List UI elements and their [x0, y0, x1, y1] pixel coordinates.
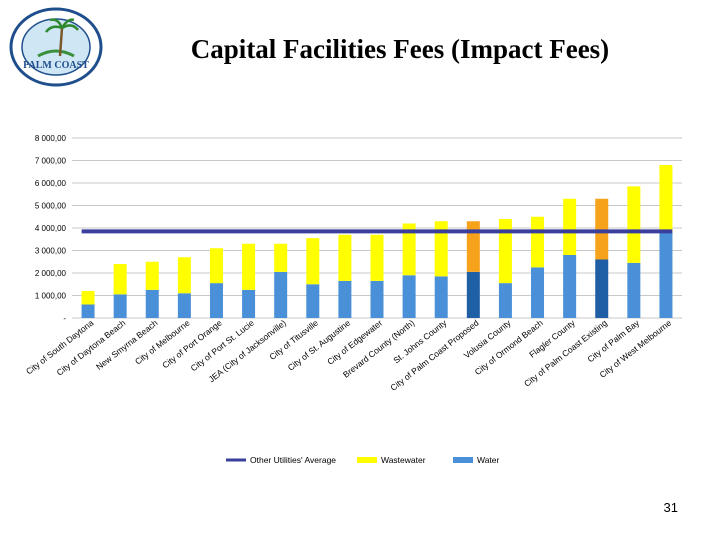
wastewater-bar	[81, 291, 95, 305]
water-bar	[338, 280, 352, 318]
wastewater-bar	[563, 198, 577, 255]
city-logo: PALM COAST	[8, 6, 104, 88]
water-bar	[274, 271, 288, 318]
wastewater-bar	[531, 216, 545, 268]
slide-title: Capital Facilities Fees (Impact Fees)	[190, 34, 610, 64]
page-number: 31	[663, 500, 678, 515]
water-bar	[466, 271, 480, 318]
wastewater-bar	[242, 243, 256, 290]
legend-label: Other Utilities' Average	[250, 455, 336, 465]
y-tick-label: 6 000,00	[35, 179, 67, 188]
water-bar	[531, 267, 545, 318]
x-tick-label: City of Melbourne	[133, 318, 192, 367]
water-bar	[595, 259, 609, 318]
wastewater-bar	[627, 186, 641, 263]
wastewater-bar	[434, 221, 448, 277]
wastewater-bar	[274, 243, 288, 272]
y-tick-label: 3 000,00	[35, 247, 67, 256]
wastewater-bar	[177, 257, 191, 294]
water-bar	[242, 289, 256, 318]
water-bar	[370, 280, 384, 318]
wastewater-bar	[338, 234, 352, 281]
wastewater-bar	[466, 221, 480, 272]
wastewater-bar	[595, 198, 609, 260]
wastewater-bar	[145, 261, 159, 290]
logo-text: PALM COAST	[23, 60, 89, 71]
wastewater-bar	[209, 248, 223, 284]
legend-swatch	[357, 457, 377, 463]
water-bar	[659, 232, 673, 318]
y-tick-label: 8 000,00	[35, 134, 67, 143]
wastewater-bar	[659, 165, 673, 233]
y-tick-label: -	[63, 314, 66, 323]
water-bar	[563, 255, 577, 318]
water-bar	[498, 283, 512, 318]
y-tick-label: 7 000,00	[35, 157, 67, 166]
wastewater-bar	[306, 238, 320, 285]
water-bar	[81, 304, 95, 318]
water-bar	[434, 276, 448, 318]
legend-label: Water	[477, 455, 500, 465]
y-tick-label: 4 000,00	[35, 224, 67, 233]
y-tick-label: 5 000,00	[35, 202, 67, 211]
water-bar	[627, 262, 641, 318]
y-tick-label: 2 000,00	[35, 269, 67, 278]
legend-label: Wastewater	[381, 455, 426, 465]
y-tick-label: 1 000,00	[35, 292, 67, 301]
wastewater-bar	[498, 219, 512, 284]
water-bar	[306, 284, 320, 318]
wastewater-bar	[370, 234, 384, 281]
water-bar	[113, 294, 127, 318]
wastewater-bar	[113, 264, 127, 295]
water-bar	[177, 293, 191, 318]
water-bar	[145, 289, 159, 318]
water-bar	[209, 283, 223, 318]
wastewater-bar	[402, 223, 416, 276]
water-bar	[402, 275, 416, 318]
legend-swatch	[453, 457, 473, 463]
x-tick-label: City of Edgewater	[325, 318, 384, 367]
